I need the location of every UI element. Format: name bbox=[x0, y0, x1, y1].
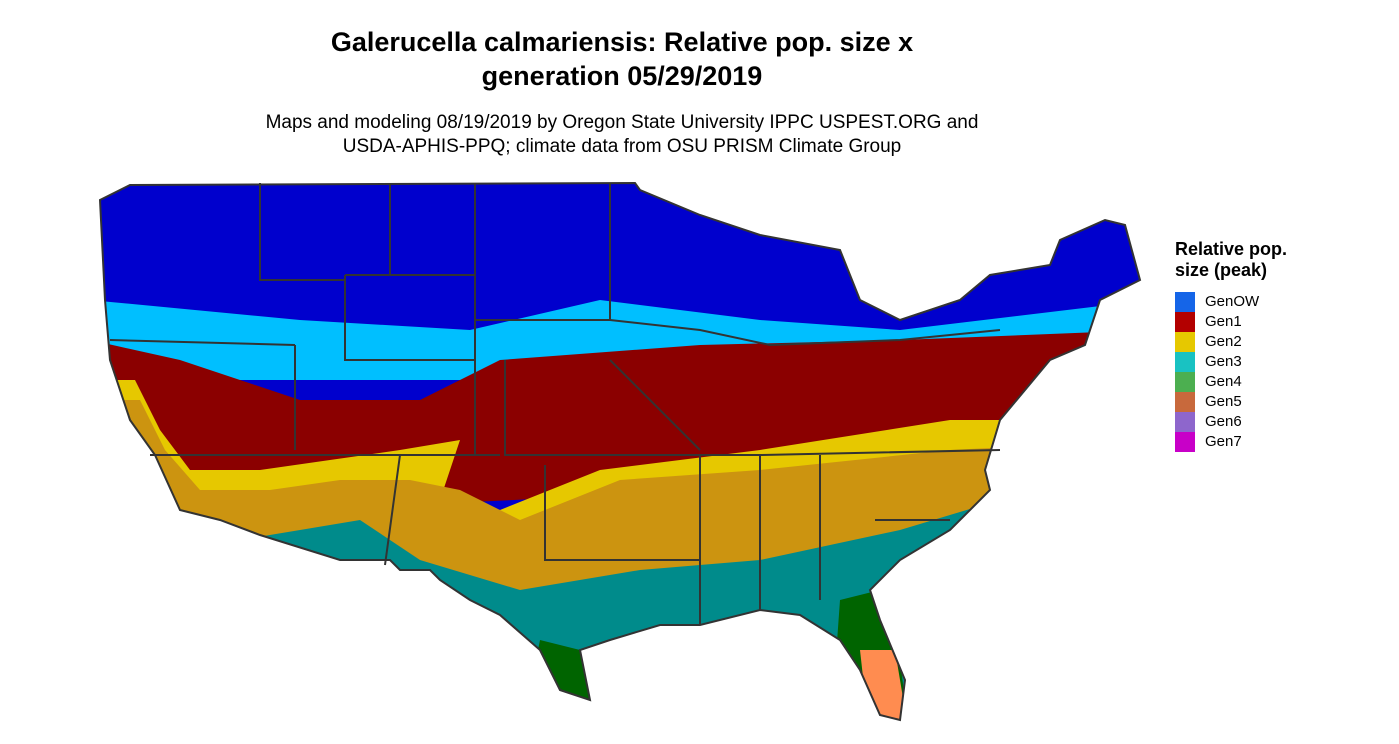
legend-swatch bbox=[1175, 392, 1195, 412]
subtitle: USDA-APHIS-PPQ; climate data from OSU PR… bbox=[343, 136, 902, 157]
legend-label: GenOW bbox=[1205, 293, 1260, 310]
legend-label: Gen5 bbox=[1205, 393, 1242, 410]
legend: GenOW Gen1 Gen2 Gen3 Gen4 Gen5 Gen6 Gen7 bbox=[1175, 292, 1260, 452]
subtitle: Maps and modeling 08/19/2019 by Oregon S… bbox=[266, 112, 979, 133]
legend-label: Gen3 bbox=[1205, 353, 1242, 370]
legend-swatch bbox=[1175, 292, 1195, 312]
legend-title: Relative pop. bbox=[1175, 239, 1287, 259]
state-borders bbox=[98, 181, 1142, 722]
legend-label: Gen2 bbox=[1205, 333, 1242, 350]
title: generation 05/29/2019 bbox=[482, 61, 763, 91]
legend-swatch bbox=[1175, 332, 1195, 352]
legend-swatch bbox=[1175, 312, 1195, 332]
legend-swatch bbox=[1175, 412, 1195, 432]
title: Galerucella calmariensis: Relative pop. … bbox=[331, 27, 913, 57]
legend-label: Gen7 bbox=[1205, 433, 1242, 450]
legend-label: Gen6 bbox=[1205, 413, 1242, 430]
legend-swatch bbox=[1175, 432, 1195, 452]
legend-title: size (peak) bbox=[1175, 260, 1267, 280]
legend-label: Gen1 bbox=[1205, 313, 1242, 330]
legend-label: Gen4 bbox=[1205, 373, 1242, 390]
legend-swatch bbox=[1175, 352, 1195, 372]
legend-swatch bbox=[1175, 372, 1195, 392]
map-area bbox=[100, 183, 1140, 720]
